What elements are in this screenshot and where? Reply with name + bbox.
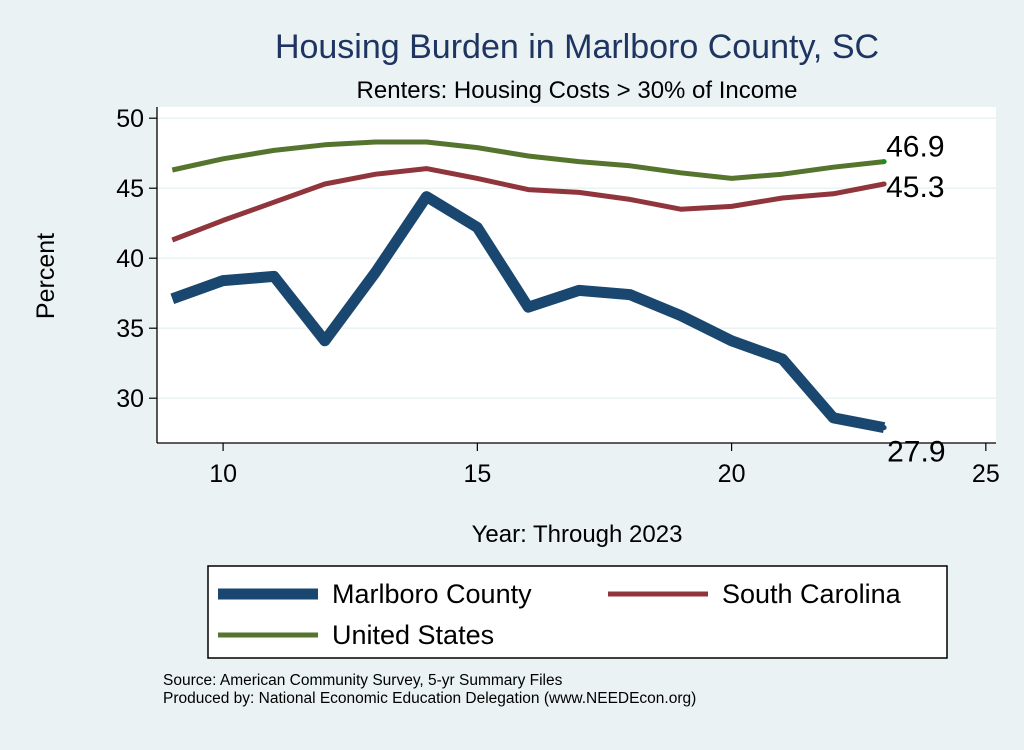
chart-subtitle: Renters: Housing Costs > 30% of Income (357, 77, 798, 104)
end-labels: 27.9 45.3 46.9 (886, 131, 945, 469)
legend-label-marlboro-county: Marlboro County (332, 579, 532, 609)
end-label-marlboro-county: 27.9 (887, 436, 945, 469)
chart-title: Housing Burden in Marlboro County, SC (275, 28, 879, 66)
series-line-marlboro-county (170, 191, 886, 434)
series-endpoint-south-carolina (881, 181, 887, 187)
x-axis: 10 15 20 25 (157, 442, 1000, 488)
legend-label-south-carolina: South Carolina (722, 579, 902, 609)
legend: Marlboro County South Carolina United Stat… (218, 579, 902, 650)
source-note: Source: American Community Survey, 5-yr … (163, 672, 563, 689)
x-axis-title: Year: Through 2023 (472, 521, 683, 548)
y-axis: 30 35 40 45 50 (116, 105, 158, 443)
series-line-south-carolina (171, 166, 885, 243)
legend-label-united-states: United States (332, 620, 494, 650)
plot-area (157, 107, 996, 443)
y-tick-label-30: 30 (116, 385, 144, 413)
y-tick-label-50: 50 (116, 105, 144, 133)
x-tick-label-15: 15 (463, 460, 491, 488)
x-tick-label-20: 20 (718, 460, 746, 488)
y-tick-label-45: 45 (116, 175, 144, 203)
end-label-south-carolina: 45.3 (886, 171, 944, 204)
produced-by-note: Produced by: National Economic Education… (163, 690, 697, 707)
x-tick-label-25: 25 (972, 460, 1000, 488)
y-tick-label-35: 35 (116, 315, 144, 343)
series-line-united-states (171, 139, 885, 181)
end-label-united-states: 46.9 (886, 131, 944, 164)
series-endpoint-marlboro-county (881, 425, 887, 431)
y-axis-title: Percent (32, 233, 60, 319)
series-endpoint-united-states (881, 159, 887, 165)
legend-box (207, 565, 948, 659)
x-tick-label-10: 10 (209, 460, 237, 488)
y-tick-label-40: 40 (116, 245, 144, 273)
series-layer (170, 139, 887, 434)
